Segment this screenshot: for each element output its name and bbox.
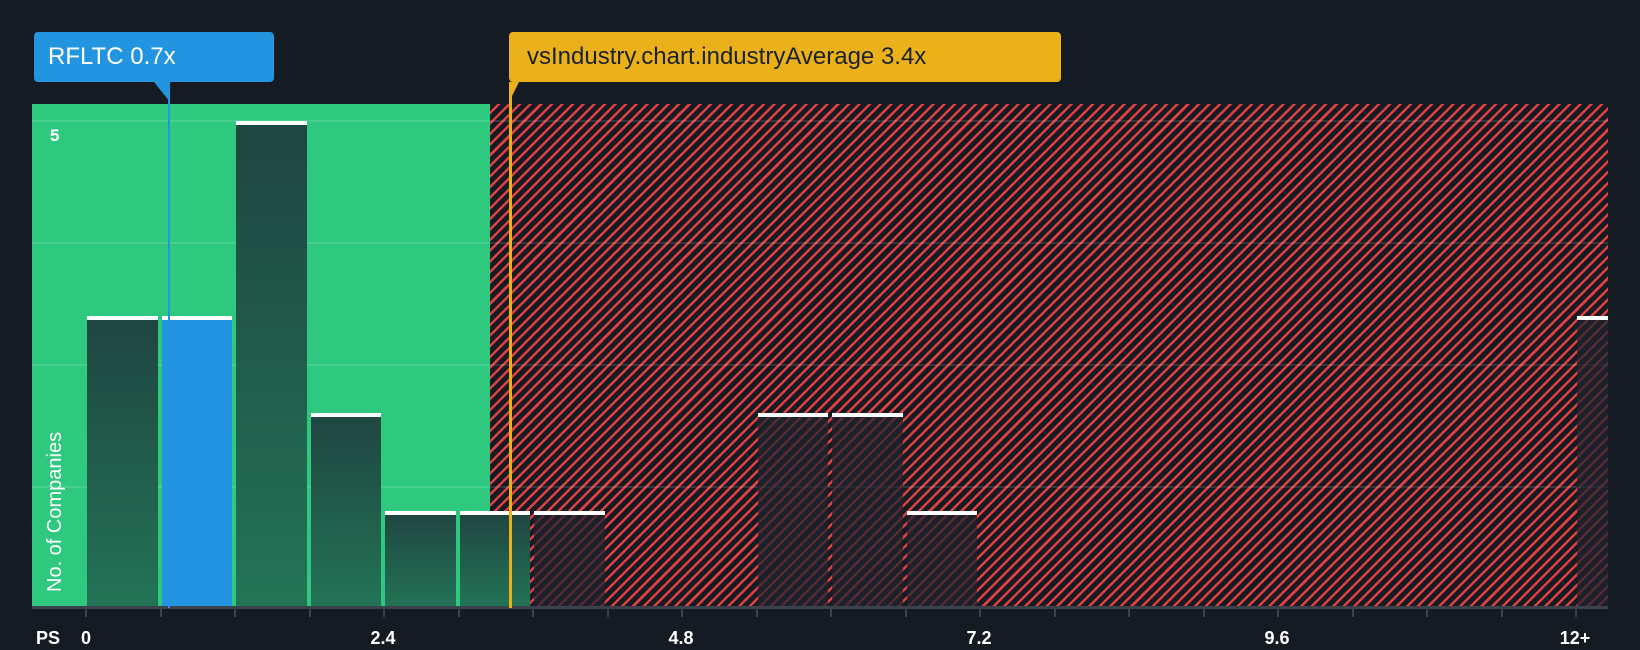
x-tick-mark [606,608,609,617]
company-callout-pointer [154,82,170,102]
x-tick-mark [904,608,907,617]
histogram-bar [385,510,456,608]
x-tick-mark [85,608,87,617]
x-tick-mark [1575,608,1577,617]
gridline [32,242,1608,244]
histogram-bar [757,413,828,608]
x-tick-mark [830,608,832,617]
bar-cap [459,510,530,515]
x-tick-mark [1351,608,1354,617]
bar-cap [832,413,903,418]
x-tick-mark [1128,608,1130,617]
x-tick-mark [1426,608,1428,617]
x-tick-mark [383,608,385,617]
x-tick-mark [532,608,534,617]
x-tick-label: 2.4 [370,628,396,648]
bar-cap [534,510,605,515]
histogram-bar [1577,315,1608,608]
bar-cap [310,413,381,418]
x-tick-mark [755,608,758,617]
x-tick-mark [1202,608,1205,617]
x-tick-label: 4.8 [668,628,694,648]
gridline [32,364,1608,366]
bar-cap [161,315,232,320]
x-tick-label: 12+ [1559,628,1591,648]
company-callout: RFLTC 0.7x [34,32,274,82]
y-tick-label: 5 [50,126,60,145]
histogram-bar [236,121,307,608]
x-axis-title: PS [36,628,61,648]
chart-plot-area [32,104,1608,608]
bar-cap [1577,315,1608,320]
histogram-bar [832,413,903,608]
industry-average-callout: vsIndustry.chart.industryAverage 3.4x [509,32,1061,82]
x-tick-mark [979,608,981,617]
histogram-bar [459,510,530,608]
histogram-bar [310,413,381,608]
x-tick-mark [457,608,460,617]
histogram-bar [87,315,158,608]
x-tick-mark [234,608,236,617]
x-tick-mark [681,608,683,617]
bar-cap [385,510,456,515]
x-tick-label: 0 [80,628,92,648]
histogram-bar [906,510,977,608]
company-bar [161,315,232,608]
histogram-bar [534,510,605,608]
x-tick-mark [1500,608,1503,617]
bar-cap [236,121,307,125]
x-tick-mark [159,608,162,617]
x-tick-label: 7.2 [966,628,992,648]
bar-cap [757,413,828,418]
above-industry-zone [490,104,1608,608]
industry-callout-pointer [509,82,519,102]
gridline [32,120,1608,122]
x-axis-line [32,606,1608,609]
x-tick-mark [1277,608,1279,617]
industry-average-line [509,84,512,608]
x-tick-label: 9.6 [1264,628,1290,648]
bar-cap [906,510,977,515]
y-axis-title: No. of Companies [44,431,66,592]
x-tick-mark [308,608,311,617]
bar-cap [87,315,158,320]
company-marker-line [168,84,170,608]
x-tick-mark [1053,608,1056,617]
